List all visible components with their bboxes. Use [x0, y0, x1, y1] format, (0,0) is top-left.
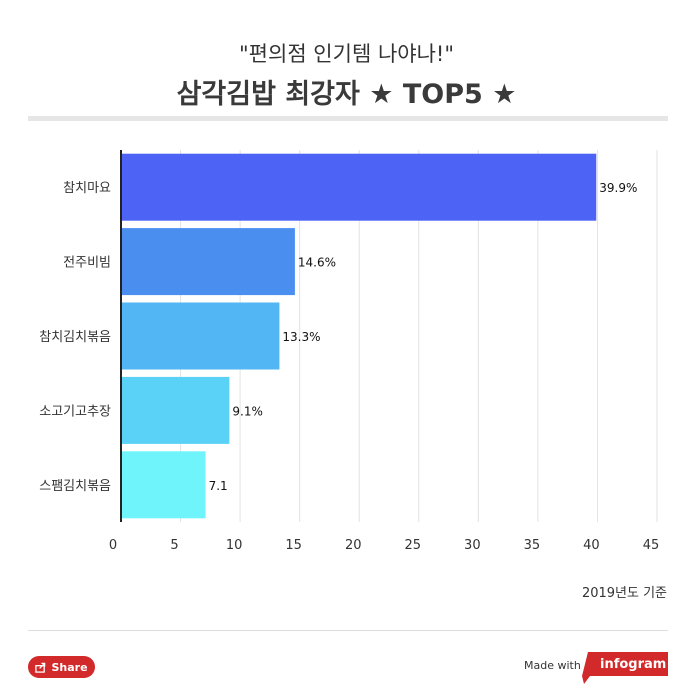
value-label: 14.6% [298, 256, 336, 270]
chart-title: 삼각김밥 최강자 ★ TOP5 ★ [176, 79, 517, 110]
x-tick-label: 5 [170, 538, 178, 553]
x-tick-label: 35 [524, 538, 541, 553]
bar-1 [121, 153, 597, 221]
bar-5 [121, 451, 206, 519]
bar-3 [121, 302, 280, 370]
bar-chart: 참치마요 39.9% 전주비빔 14.6% 참치김치볶음 13.3% 소고기고추장 9.1% 스… [39, 150, 660, 553]
x-tick-label: 45 [643, 538, 660, 553]
value-label: 39.9% [599, 181, 637, 195]
value-label: 13.3% [282, 330, 320, 344]
chart-subtitle: "편의점 인기템 나야나!" [239, 42, 454, 66]
bar-4 [121, 376, 230, 444]
x-tick-label: 20 [345, 538, 362, 553]
chart-note: 2019년도 기준 [581, 586, 667, 601]
share-button[interactable]: Share [28, 656, 95, 678]
title-divider [28, 116, 668, 121]
infogram-logo[interactable]: infogram [580, 652, 668, 684]
value-label: 9.1% [232, 404, 263, 418]
logo-text: infogram [600, 657, 667, 672]
x-tick-label: 15 [285, 538, 302, 553]
made-with-label: Made with [524, 659, 581, 672]
x-tick-label: 40 [583, 538, 600, 553]
category-label: 소고기고추장 [39, 404, 111, 419]
bar-2 [121, 228, 295, 296]
share-label: Share [51, 660, 88, 674]
category-label: 전주비빔 [63, 256, 111, 271]
x-tick-label: 30 [464, 538, 481, 553]
x-tick-label: 10 [226, 538, 243, 553]
x-tick-label: 0 [109, 538, 117, 553]
x-tick-label: 25 [405, 538, 422, 553]
value-label: 7.1 [209, 479, 228, 493]
category-label: 스팸김치볶음 [39, 479, 111, 494]
category-label: 참치김치볶음 [39, 330, 111, 345]
footer-divider [28, 630, 668, 631]
share-icon [35, 662, 46, 673]
category-label: 참치마요 [63, 181, 111, 196]
logo-badge-icon [582, 652, 668, 684]
